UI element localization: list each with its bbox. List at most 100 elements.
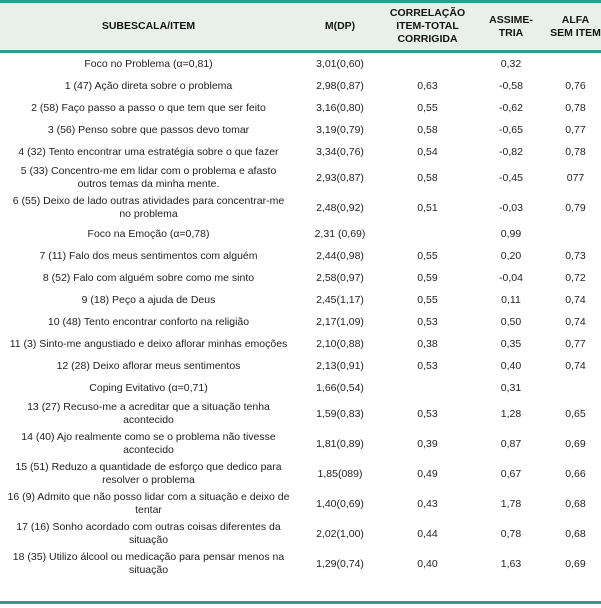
corrected-item-total-cell bbox=[383, 232, 472, 236]
mdp-cell: 1,81(0,89) bbox=[316, 437, 364, 450]
alpha-if-deleted-cell: 0,72 bbox=[565, 271, 586, 284]
mdp-cell: 2,44(0,98) bbox=[316, 249, 364, 262]
skewness-cell: 0,11 bbox=[501, 293, 521, 306]
alpha-if-deleted-cell: 0,78 bbox=[565, 145, 586, 158]
alpha-if-deleted-cell: 0,73 bbox=[565, 249, 586, 262]
table-row: Coping Evitativo (α=0,71) 1,66(0,54) 0,3… bbox=[0, 377, 601, 399]
table-row: 3 (56) Penso sobre que passos devo tomar… bbox=[0, 119, 601, 141]
corrected-item-total-cell: 0,54 bbox=[417, 145, 438, 158]
corrected-item-total-cell: 0,44 bbox=[417, 527, 438, 540]
header-mdp: M(DP) bbox=[324, 20, 356, 32]
skewness-cell: 0,67 bbox=[500, 467, 522, 480]
item-cell: 5 (33) Concentro-me em lidar com o probl… bbox=[20, 165, 277, 190]
alpha-if-deleted-cell: 0,65 bbox=[565, 407, 586, 420]
corrected-item-total-cell: 0,55 bbox=[417, 101, 438, 114]
table-row: 9 (18) Peço a ajuda de Deus 2,45(1,17) 0… bbox=[0, 289, 601, 311]
mdp-cell: 1,29(0,74) bbox=[316, 557, 364, 570]
table-header-row: SUBESCALA/ITEM M(DP) CORRELAÇÃO ITEM-TOT… bbox=[0, 3, 601, 53]
table-row: 2 (58) Faço passo a passo o que tem que … bbox=[0, 97, 601, 119]
skewness-cell: -0,62 bbox=[499, 101, 523, 114]
corrected-item-total-cell: 0,55 bbox=[417, 249, 438, 262]
mdp-cell: 1,40(0,69) bbox=[316, 497, 364, 510]
alpha-if-deleted-cell: 077 bbox=[566, 171, 585, 184]
item-cell: 3 (56) Penso sobre que passos devo tomar bbox=[47, 123, 250, 136]
bottom-margin bbox=[0, 604, 601, 608]
table-row: 5 (33) Concentro-me em lidar com o probl… bbox=[0, 163, 601, 193]
header-alfa-sem-item: ALFA SEM ITEM bbox=[550, 13, 601, 39]
item-cell: 7 (11) Falo dos meus sentimentos com alg… bbox=[39, 249, 258, 262]
skewness-cell: 0,40 bbox=[500, 359, 522, 372]
mdp-cell: 1,59(0,83) bbox=[316, 407, 364, 420]
item-cell: 6 (55) Deixo de lado outras atividades p… bbox=[12, 195, 285, 220]
alpha-if-deleted-cell: 0,76 bbox=[565, 79, 586, 92]
item-cell: 4 (32) Tento encontrar uma estratégia so… bbox=[18, 145, 279, 158]
mdp-cell: 3,34(0,76) bbox=[316, 145, 364, 158]
item-cell: 1 (47) Ação direta sobre o problema bbox=[64, 79, 233, 92]
alpha-if-deleted-cell bbox=[550, 232, 601, 236]
skewness-cell: 0,87 bbox=[500, 437, 522, 450]
mdp-cell: 2,31 (0,69) bbox=[314, 227, 366, 240]
table-row: 7 (11) Falo dos meus sentimentos com alg… bbox=[0, 245, 601, 267]
skewness-cell: 0,78 bbox=[500, 527, 522, 540]
item-cell: 14 (40) Ajo realmente como se o problema… bbox=[21, 431, 276, 456]
skewness-cell: -0,45 bbox=[499, 171, 523, 184]
skewness-cell: -0,82 bbox=[499, 145, 523, 158]
skewness-cell: 0,50 bbox=[500, 315, 522, 328]
corrected-item-total-cell: 0,58 bbox=[417, 123, 438, 136]
corrected-item-total-cell: 0,51 bbox=[417, 201, 438, 214]
corrected-item-total-cell: 0,58 bbox=[417, 171, 438, 184]
corrected-item-total-cell: 0,38 bbox=[417, 337, 438, 350]
mdp-cell: 2,48(0,92) bbox=[316, 201, 364, 214]
item-cell: 16 (9) Admito que não posso lidar com a … bbox=[7, 491, 290, 516]
table-row: 4 (32) Tento encontrar uma estratégia so… bbox=[0, 141, 601, 163]
mdp-cell: 2,98(0,87) bbox=[316, 79, 364, 92]
skewness-cell: -0,04 bbox=[499, 271, 523, 284]
skewness-cell: 0,31 bbox=[500, 381, 522, 394]
table-row: 6 (55) Deixo de lado outras atividades p… bbox=[0, 193, 601, 223]
item-cell: Coping Evitativo (α=0,71) bbox=[89, 381, 208, 394]
table-row: 18 (35) Utilizo álcool ou medicação para… bbox=[0, 549, 601, 579]
table-row: 12 (28) Deixo aflorar meus sentimentos 2… bbox=[0, 355, 601, 377]
skewness-cell: 0,32 bbox=[500, 57, 522, 70]
item-cell: 11 (3) Sinto-me angustiado e deixo aflor… bbox=[9, 337, 288, 350]
mdp-cell: 2,93(0,87) bbox=[316, 171, 364, 184]
mdp-cell: 2,02(1,00) bbox=[316, 527, 364, 540]
corrected-item-total-cell: 0,53 bbox=[417, 315, 438, 328]
mdp-cell: 3,16(0,80) bbox=[316, 101, 364, 114]
item-cell: 15 (51) Reduzo a quantidade de esforço q… bbox=[15, 461, 282, 486]
item-cell: Foco no Problema (α=0,81) bbox=[84, 57, 213, 70]
skewness-cell: 1,28 bbox=[500, 407, 522, 420]
mdp-cell: 1,66(0,54) bbox=[316, 381, 364, 394]
item-cell: 8 (52) Falo com alguém sobre como me sin… bbox=[42, 271, 255, 284]
corrected-item-total-cell: 0,43 bbox=[417, 497, 438, 510]
corrected-item-total-cell: 0,63 bbox=[417, 79, 438, 92]
corrected-item-total-cell: 0,39 bbox=[417, 437, 438, 450]
mdp-cell: 2,58(0,97) bbox=[316, 271, 364, 284]
skewness-cell: -0,03 bbox=[499, 201, 523, 214]
item-cell: 12 (28) Deixo aflorar meus sentimentos bbox=[56, 359, 241, 372]
table-body: Foco no Problema (α=0,81) 3,01(0,60) 0,3… bbox=[0, 53, 601, 579]
table-row: Foco no Problema (α=0,81) 3,01(0,60) 0,3… bbox=[0, 53, 601, 75]
skewness-cell: 1,78 bbox=[500, 497, 522, 510]
alpha-if-deleted-cell: 0,66 bbox=[565, 467, 586, 480]
table-row: 8 (52) Falo com alguém sobre como me sin… bbox=[0, 267, 601, 289]
table-row: 14 (40) Ajo realmente como se o problema… bbox=[0, 429, 601, 459]
table-top-border bbox=[0, 0, 601, 3]
table-row: 11 (3) Sinto-me angustiado e deixo aflor… bbox=[0, 333, 601, 355]
mdp-cell: 2,45(1,17) bbox=[316, 293, 364, 306]
alpha-if-deleted-cell: 0,69 bbox=[565, 437, 586, 450]
mdp-cell: 3,19(0,79) bbox=[316, 123, 364, 136]
bottom-gap bbox=[0, 579, 601, 601]
item-cell: 2 (58) Faço passo a passo o que tem que … bbox=[31, 101, 266, 114]
table-row: 16 (9) Admito que não posso lidar com a … bbox=[0, 489, 601, 519]
item-cell: Foco na Emoção (α=0,78) bbox=[87, 227, 210, 240]
corrected-item-total-cell: 0,53 bbox=[417, 407, 438, 420]
mdp-cell: 2,10(0,88) bbox=[316, 337, 364, 350]
item-cell: 10 (48) Tento encontrar conforto na reli… bbox=[47, 315, 250, 328]
skewness-cell: 0,99 bbox=[500, 227, 522, 240]
alpha-if-deleted-cell: 0,69 bbox=[565, 557, 586, 570]
corrected-item-total-cell: 0,55 bbox=[417, 293, 438, 306]
skewness-cell: -0,58 bbox=[499, 79, 523, 92]
skewness-cell: 0,20 bbox=[500, 249, 522, 262]
